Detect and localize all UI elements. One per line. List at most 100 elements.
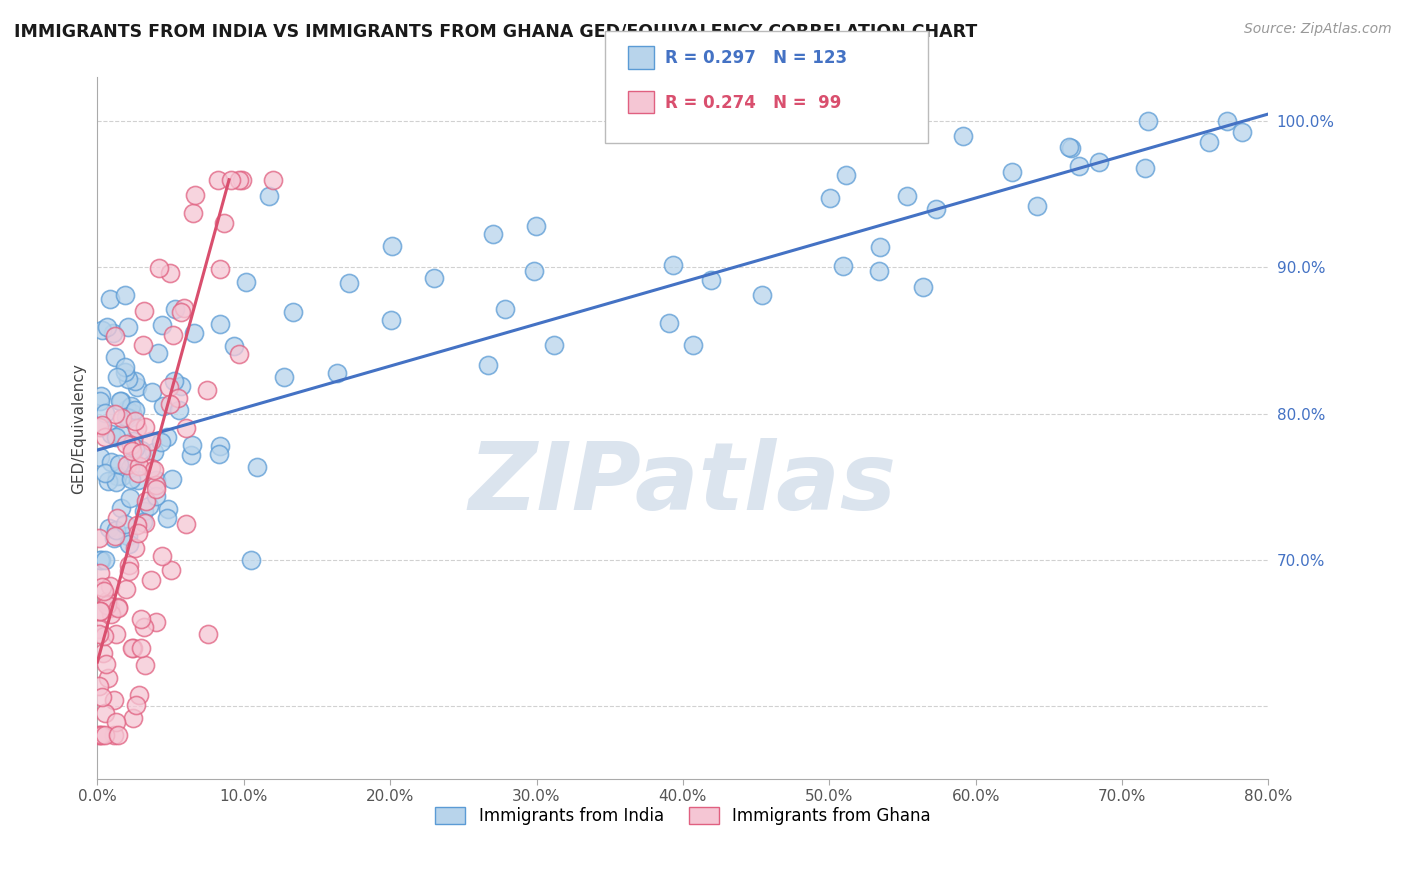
Point <box>98 601 121 615</box>
Point <box>87 622 110 636</box>
Point <box>129 446 152 460</box>
Point <box>117 319 139 334</box>
Point <box>209 261 232 276</box>
Point <box>543 337 565 351</box>
Point <box>121 443 143 458</box>
Point <box>228 173 250 187</box>
Point <box>162 472 184 486</box>
Point <box>1232 125 1254 139</box>
Point <box>159 380 181 394</box>
Point <box>141 434 163 448</box>
Point <box>134 503 156 517</box>
Point <box>108 394 131 409</box>
Point <box>494 301 516 316</box>
Point <box>105 469 128 483</box>
Point <box>197 627 219 641</box>
Point <box>134 516 156 530</box>
Point <box>339 276 361 290</box>
Text: R = 0.274   N =  99: R = 0.274 N = 99 <box>665 94 841 112</box>
Point <box>93 466 115 480</box>
Point <box>661 258 683 272</box>
Point <box>91 322 114 336</box>
Point <box>115 436 138 450</box>
Point <box>107 370 129 384</box>
Point <box>89 566 111 581</box>
Point <box>1133 161 1156 175</box>
Point <box>141 384 163 399</box>
Point <box>145 483 167 497</box>
Point <box>100 455 122 469</box>
Point <box>97 671 120 685</box>
Point <box>325 366 347 380</box>
Text: R = 0.297   N = 123: R = 0.297 N = 123 <box>665 49 848 67</box>
Point <box>658 316 681 330</box>
Point <box>150 549 173 563</box>
Legend: Immigrants from India, Immigrants from Ghana: Immigrants from India, Immigrants from G… <box>427 799 939 834</box>
Point <box>381 239 404 253</box>
Point <box>94 657 117 672</box>
Point <box>132 620 155 634</box>
Point <box>96 594 118 608</box>
Point <box>869 240 891 254</box>
Point <box>124 414 146 428</box>
Point <box>682 338 704 352</box>
Point <box>257 189 280 203</box>
Point <box>1137 114 1160 128</box>
Y-axis label: GED/Equivalency: GED/Equivalency <box>72 363 86 493</box>
Point <box>281 305 304 319</box>
Point <box>156 511 179 525</box>
Point <box>166 391 188 405</box>
Point <box>1069 159 1091 173</box>
Point <box>174 421 197 435</box>
Point <box>93 406 115 420</box>
Point <box>924 202 946 217</box>
Point <box>93 629 115 643</box>
Point <box>167 403 190 417</box>
Point <box>1026 199 1049 213</box>
Point <box>89 393 111 408</box>
Point <box>152 399 174 413</box>
Point <box>134 420 156 434</box>
Point <box>110 500 132 515</box>
Point <box>91 690 114 705</box>
Point <box>87 627 110 641</box>
Point <box>124 375 146 389</box>
Point <box>96 320 118 334</box>
Point <box>134 657 156 672</box>
Point <box>118 460 141 475</box>
Point <box>699 272 721 286</box>
Point <box>87 420 110 434</box>
Point <box>155 429 177 443</box>
Point <box>107 600 129 615</box>
Point <box>1057 139 1080 153</box>
Point <box>180 438 202 452</box>
Point <box>134 304 156 318</box>
Point <box>228 347 250 361</box>
Point <box>183 205 205 219</box>
Point <box>876 118 898 132</box>
Point <box>121 434 143 449</box>
Point <box>104 329 127 343</box>
Point <box>148 346 170 360</box>
Point <box>820 191 842 205</box>
Point <box>93 728 115 742</box>
Point <box>239 552 262 566</box>
Point <box>125 420 148 434</box>
Point <box>523 264 546 278</box>
Point <box>124 441 146 455</box>
Point <box>89 552 111 566</box>
Text: IMMIGRANTS FROM INDIA VS IMMIGRANTS FROM GHANA GED/EQUIVALENCY CORRELATION CHART: IMMIGRANTS FROM INDIA VS IMMIGRANTS FROM… <box>14 22 977 40</box>
Point <box>380 312 402 326</box>
Point <box>104 627 127 641</box>
Point <box>129 640 152 655</box>
Point <box>145 615 167 629</box>
Point <box>122 711 145 725</box>
Point <box>143 463 166 477</box>
Point <box>105 715 128 730</box>
Point <box>127 466 149 480</box>
Point <box>173 301 195 315</box>
Point <box>1088 155 1111 169</box>
Point <box>121 641 143 656</box>
Point <box>91 646 114 660</box>
Point <box>157 502 180 516</box>
